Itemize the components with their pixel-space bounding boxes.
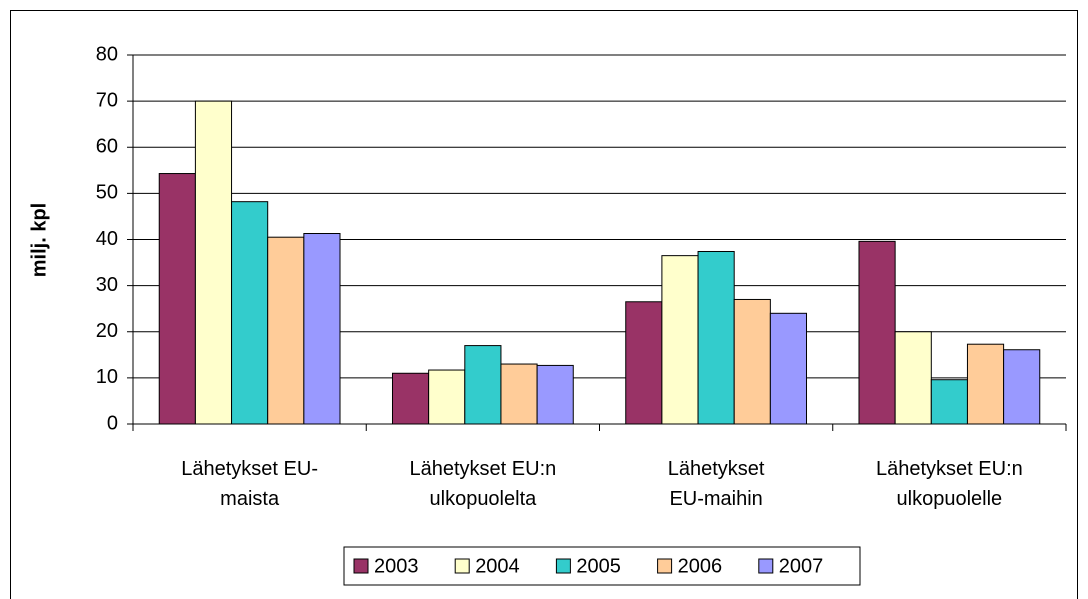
bar — [267, 236, 305, 425]
bar — [930, 379, 968, 425]
legend-label: 2006 — [678, 555, 723, 577]
legend-swatch — [758, 558, 774, 574]
bar — [303, 233, 341, 425]
bar — [894, 331, 932, 425]
x-tick-label: Lähetykset EU-maista — [181, 458, 318, 510]
y-tick-label: 20 — [96, 320, 118, 342]
bar — [733, 298, 771, 425]
bar — [1003, 349, 1041, 425]
bar — [194, 100, 233, 425]
x-tick-label: Lähetykset EU:n ulkopuolelta — [410, 458, 557, 510]
bar — [536, 364, 574, 425]
legend-swatch — [454, 558, 470, 574]
bar — [158, 173, 196, 425]
bar — [391, 372, 430, 425]
legend-swatch — [353, 558, 369, 574]
y-tick-label: 60 — [96, 136, 118, 158]
bar — [966, 343, 1005, 425]
y-tick-label: 50 — [96, 182, 118, 204]
legend-label: 2007 — [779, 555, 824, 577]
bar — [858, 240, 896, 425]
x-tick-label: Lähetykset EU:n ulkopuolelle — [876, 458, 1023, 510]
legend-label: 2004 — [475, 555, 520, 577]
bar — [231, 201, 269, 425]
y-tick-label: 80 — [96, 43, 118, 65]
y-tick-label: 0 — [107, 412, 118, 434]
x-tick-label: Lähetykset EU-maihin — [668, 458, 765, 510]
legend-label: 2003 — [374, 555, 419, 577]
y-tick-label: 10 — [96, 366, 118, 388]
bar — [661, 255, 699, 425]
bar — [697, 250, 735, 425]
bar — [464, 345, 502, 425]
bar — [500, 363, 538, 425]
bar — [769, 312, 808, 425]
bar — [625, 301, 663, 425]
legend-swatch — [657, 558, 673, 574]
y-axis-label: milj. kpl — [28, 203, 50, 277]
bar — [428, 369, 466, 425]
legend-box — [343, 546, 861, 586]
legend-label: 2005 — [576, 555, 621, 577]
y-tick-label: 40 — [96, 228, 118, 250]
y-tick-label: 30 — [96, 274, 118, 296]
legend-swatch — [555, 558, 571, 574]
y-tick-label: 70 — [96, 89, 118, 111]
